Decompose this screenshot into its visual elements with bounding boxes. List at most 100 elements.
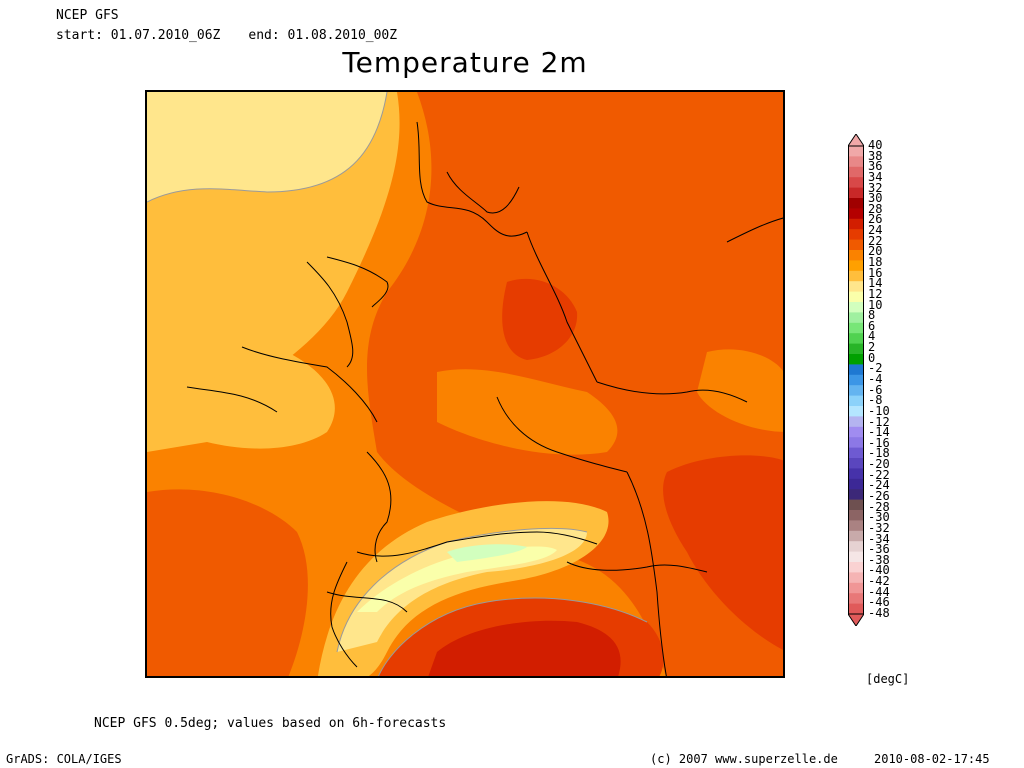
temperature-map (145, 90, 785, 678)
colorbar-swatch (848, 312, 864, 324)
colorbar-tick-label: 26 (868, 212, 883, 227)
colorbar-swatch (848, 156, 864, 168)
colorbar-tick-label: 22 (868, 233, 883, 248)
colorbar-tick-label: -46 (868, 595, 890, 610)
temp-band-18-central (437, 369, 618, 455)
colorbar-tick-label: 8 (868, 308, 876, 323)
start-time: start: 01.07.2010_06Z (56, 28, 221, 43)
colorbar-swatch (848, 208, 864, 220)
valid-time: 2010-08-02-17:45 (874, 752, 990, 766)
colorbar-tick-label: -18 (868, 446, 890, 461)
colorbar-swatch (848, 291, 864, 303)
colorbar-swatch (848, 603, 864, 615)
colorbar-tick-label: -30 (868, 510, 890, 525)
colorbar-tick-label: -36 (868, 542, 890, 557)
colorbar-swatch (848, 510, 864, 521)
colorbar-tick-label: -44 (868, 584, 890, 599)
colorbar-bottom-arrow (848, 613, 864, 626)
colorbar-swatch (848, 364, 864, 376)
colorbar-swatch (848, 333, 864, 345)
colorbar-swatch (848, 562, 864, 573)
copyright-note: (c) 2007 www.superzelle.de (650, 752, 838, 766)
colorbar-tick-label: 34 (868, 169, 883, 184)
colorbar-swatch (848, 489, 864, 501)
temp-band-20-southwest (147, 489, 308, 676)
colorbar-swatch (848, 281, 864, 293)
temperature-colorbar (848, 134, 864, 626)
temp-band-10-alps (447, 544, 527, 562)
colorbar-swatch (848, 374, 864, 386)
colorbar-tick-label: 36 (868, 159, 883, 174)
colorbar-tick-label: 12 (868, 286, 883, 301)
colorbar-tick-label: 24 (868, 223, 883, 238)
temp-band-12-alps (357, 546, 557, 612)
colorbar-swatch (848, 385, 864, 397)
colorbar-swatch (848, 541, 864, 553)
colorbar-tick-label: 32 (868, 180, 883, 195)
map-title: Temperature 2m (342, 46, 588, 79)
colorbar-tick-label: -20 (868, 457, 890, 472)
colorbar-swatch (848, 572, 864, 584)
colorbar-swatch (848, 499, 864, 511)
source-note: NCEP GFS 0.5deg; values based on 6h-fore… (94, 716, 447, 731)
colorbar-tick-label: -38 (868, 552, 890, 567)
colorbar-swatch (848, 343, 864, 355)
colorbar-tick-label: -8 (868, 393, 883, 408)
colorbar-swatch (848, 250, 864, 261)
colorbar-swatch (848, 406, 864, 417)
colorbar-tick-label: -34 (868, 531, 890, 546)
colorbar-swatch (848, 437, 864, 449)
colorbar-ticks: 40 38 36 34 32 30 28 26 24 22 20 18 16 14 12 10 8 6 4 2 0 -2-… (868, 0, 928, 768)
colorbar-swatch (848, 229, 864, 241)
colorbar-tick-label: -28 (868, 499, 890, 514)
unit-label: [degC] (866, 672, 910, 686)
colorbar-tick-label: -22 (868, 467, 890, 482)
colorbar-swatch (848, 166, 864, 178)
colorbar-tick-label: 16 (868, 265, 883, 280)
colorbar-tick-label: -24 (868, 478, 890, 493)
temperature-field (147, 92, 783, 676)
temp-band-22-core (502, 278, 578, 360)
software-credit: GrADS: COLA/IGES (6, 752, 122, 766)
colorbar-swatch (848, 530, 864, 542)
colorbar-swatch (848, 426, 864, 438)
colorbar-swatch (848, 322, 864, 334)
colorbar-swatch (848, 270, 864, 282)
colorbar-swatch (848, 520, 864, 532)
colorbar-tick-label: 6 (868, 318, 876, 333)
colorbar-tick-label: -32 (868, 520, 890, 535)
colorbar-swatch (848, 416, 864, 428)
colorbar-tick-label: 4 (868, 329, 876, 344)
temp-band-16-west (147, 352, 335, 452)
colorbar-swatch (848, 354, 864, 365)
country-borders (186, 121, 783, 676)
colorbar-swatch (848, 468, 864, 480)
colorbar-tick-label: -2 (868, 361, 883, 376)
colorbar-swatch (848, 302, 864, 313)
colorbar-swatch (848, 478, 864, 490)
colorbar-tick-label: -6 (868, 382, 883, 397)
colorbar-tick-label: -26 (868, 489, 890, 503)
colorbar-tick-label: -10 (868, 403, 890, 418)
colorbar-swatch (848, 395, 864, 407)
colorbar-tick-label: -48 (868, 606, 890, 620)
colorbar-swatch (848, 260, 864, 272)
colorbar-tick-label: 38 (868, 148, 883, 163)
colorbar-tick-label: -14 (868, 425, 890, 440)
temp-band-22-southeast (663, 455, 783, 650)
colorbar-swatch (848, 447, 864, 459)
colorbar-tick-label: -40 (868, 563, 890, 578)
colorbar-swatch (848, 551, 864, 563)
temp-band-14-northsea (147, 92, 387, 202)
colorbar-swatch (848, 582, 864, 594)
temp-band-18-east (697, 349, 783, 432)
forecast-period: start: 01.07.2010_06Z end: 01.08.2010_00Z (56, 28, 425, 44)
colorbar-tick-label: 40 (868, 138, 883, 152)
colorbar-swatch (848, 146, 864, 157)
colorbar-tick-label: 0 (868, 350, 876, 365)
colorbar-tick-label: 30 (868, 191, 883, 206)
temp-band-24-po (428, 620, 621, 676)
colorbar-tick-label: -42 (868, 574, 890, 589)
colorbar-swatch (848, 177, 864, 189)
colorbar-swatch (848, 239, 864, 251)
